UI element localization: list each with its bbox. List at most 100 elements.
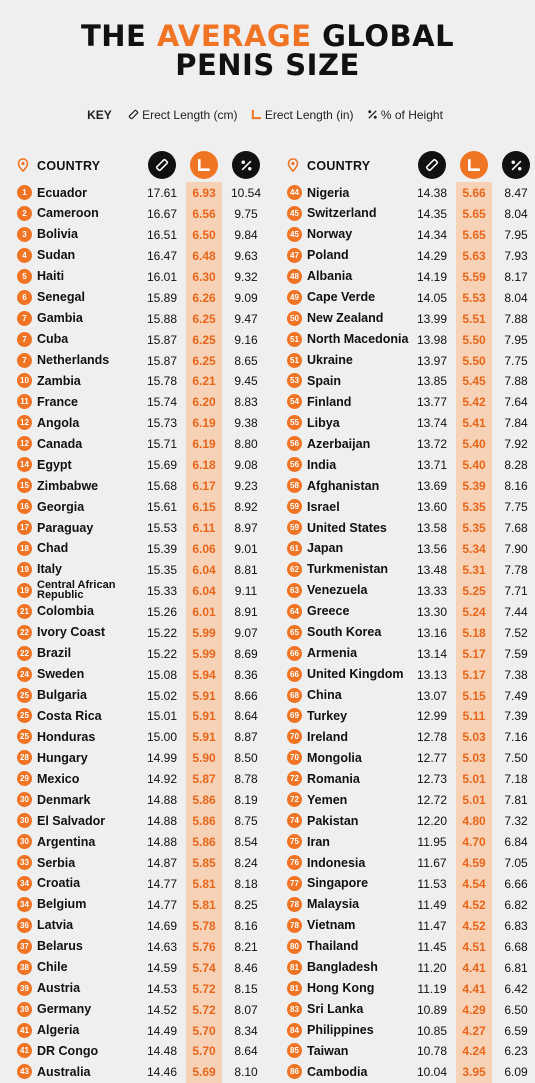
table-row: 78 Vietnam 11.47 4.52 6.83 [284, 915, 535, 936]
table-row: 21 Colombia 15.26 6.01 8.91 [14, 601, 265, 622]
table-row: 64 Greece 13.30 5.24 7.44 [284, 601, 535, 622]
erect-length-in: 5.51 [462, 311, 486, 326]
country-name: Cuba [37, 332, 69, 347]
rank-badge: 5 [17, 268, 32, 284]
rank-badge: 69 [287, 708, 302, 724]
table-row: 56 India 13.71 5.40 8.28 [284, 454, 535, 475]
percent-of-height: 8.50 [234, 751, 258, 766]
percent-of-height: 6.81 [504, 960, 528, 975]
percent-of-height: 8.21 [234, 939, 258, 954]
percent-of-height: 8.07 [234, 1002, 258, 1017]
rank-badge: 7 [17, 352, 32, 368]
table-row: 30 El Salvador 14.88 5.86 8.75 [14, 810, 265, 831]
country-name: Philippines [307, 1023, 374, 1037]
key-cm-label: Erect Length (cm) [142, 108, 238, 122]
country-name: North Macedonia [307, 332, 409, 347]
erect-length-cm: 14.52 [146, 1002, 178, 1017]
erect-length-in: 4.59 [462, 856, 486, 870]
rank-badge: 4 [17, 247, 32, 263]
table-row: 61 Japan 13.56 5.34 7.90 [284, 538, 535, 559]
erect-length-cm: 16.47 [146, 248, 178, 263]
country-name: Greece [307, 604, 350, 619]
percent-of-height: 6.84 [504, 835, 528, 850]
country-name: Chad [37, 541, 69, 556]
table-row: 18 Chad 15.39 6.06 9.01 [14, 538, 265, 559]
erect-length-cm: 13.60 [416, 500, 448, 515]
table-row: 72 Yemen 12.72 5.01 7.81 [284, 789, 535, 810]
location-pin-icon [17, 158, 29, 172]
erect-length-cm: 16.51 [146, 227, 178, 242]
country-name: France [37, 394, 78, 409]
erect-length-cm: 13.72 [416, 437, 448, 452]
rank-badge: 65 [287, 624, 302, 640]
erect-length-cm: 12.72 [416, 793, 448, 808]
table-row: 54 Finland 13.77 5.42 7.64 [284, 391, 535, 412]
country-name: Denmark [37, 792, 91, 807]
table-row: 76 Indonesia 11.67 4.59 7.05 [284, 852, 535, 873]
rank-badge: 66 [287, 645, 302, 661]
table-row: 5 Haiti 16.01 6.30 9.32 [14, 266, 265, 287]
erect-length-in: 4.27 [462, 1023, 486, 1038]
erect-length-in: 6.20 [192, 395, 216, 410]
erect-length-in: 5.86 [192, 835, 216, 850]
table-row: 24 Sweden 15.08 5.94 8.36 [14, 664, 265, 685]
header-country: COUNTRY [307, 159, 371, 173]
table-row: 25 Bulgaria 15.02 5.91 8.66 [14, 685, 265, 706]
erect-length-in: 5.72 [192, 1002, 216, 1017]
erect-length-in: 5.91 [192, 730, 216, 745]
erect-length-in: 5.66 [462, 186, 486, 200]
percent-of-height: 8.34 [234, 1023, 258, 1038]
country-name: Nigeria [307, 185, 350, 200]
erect-length-cm: 14.46 [146, 1065, 178, 1080]
erect-length-cm: 15.22 [146, 646, 178, 661]
erect-length-in: 5.63 [462, 248, 486, 263]
rank-badge: 47 [287, 247, 302, 263]
country-name: Afghanistan [307, 478, 380, 493]
erect-length-cm: 14.99 [146, 751, 178, 766]
country-name: Taiwan [307, 1043, 349, 1058]
erect-length-in: 5.35 [462, 521, 486, 535]
rank-badge: 22 [17, 645, 32, 661]
table-row: 34 Belgium 14.77 5.81 8.25 [14, 894, 265, 915]
erect-length-in: 5.91 [192, 709, 216, 724]
erect-length-in: 6.21 [192, 374, 216, 389]
percent-of-height: 9.01 [234, 541, 258, 556]
table-row: 7 Gambia 15.88 6.25 9.47 [14, 308, 265, 329]
erect-length-cm: 15.68 [146, 479, 178, 494]
rank-badge: 49 [287, 289, 302, 305]
table-row: 17 Paraguay 15.53 6.11 8.97 [14, 517, 265, 538]
country-name: Libya [307, 415, 340, 430]
key-pct-label: % of Height [380, 108, 443, 122]
country-name: Belgium [37, 897, 87, 912]
erect-length-in: 6.04 [192, 583, 216, 598]
table-row: 78 Malaysia 11.49 4.52 6.82 [284, 894, 535, 915]
table-row: 30 Denmark 14.88 5.86 8.19 [14, 789, 265, 810]
percent-of-height: 8.16 [504, 479, 528, 494]
country-name: Australia [37, 1064, 91, 1079]
rank-badge: 1 [17, 185, 32, 200]
rank-badge: 14 [17, 457, 32, 473]
table-row: 19 Italy 15.35 6.04 8.81 [14, 559, 265, 580]
erect-length-in: 5.17 [462, 646, 486, 661]
erect-length-cm: 10.85 [416, 1023, 448, 1038]
country-name: Japan [307, 541, 344, 556]
percent-of-height: 8.64 [234, 709, 258, 724]
erect-length-cm: 15.78 [146, 374, 178, 389]
key-item-cm: Erect Length (cm) [128, 108, 237, 122]
table-row: 33 Serbia 14.87 5.85 8.24 [14, 852, 265, 873]
title-part: THE [80, 19, 157, 53]
percent-of-height: 7.18 [504, 772, 528, 787]
percent-of-height: 7.95 [504, 332, 528, 347]
erect-length-in: 6.15 [192, 500, 216, 515]
erect-length-cm: 14.87 [146, 856, 178, 870]
percent-of-height: 9.47 [234, 311, 258, 326]
rank-badge: 44 [287, 185, 302, 200]
table-row: 59 United States 13.58 5.35 7.68 [284, 517, 535, 538]
country-name: United States [307, 520, 387, 535]
erect-length-in: 6.93 [192, 186, 216, 200]
rank-badge: 55 [287, 415, 302, 431]
table-row: 51 North Macedonia 13.98 5.50 7.95 [284, 329, 535, 350]
erect-length-cm: 15.22 [146, 625, 178, 640]
erect-length-in: 4.51 [462, 939, 486, 954]
erect-length-cm: 13.48 [416, 562, 448, 577]
